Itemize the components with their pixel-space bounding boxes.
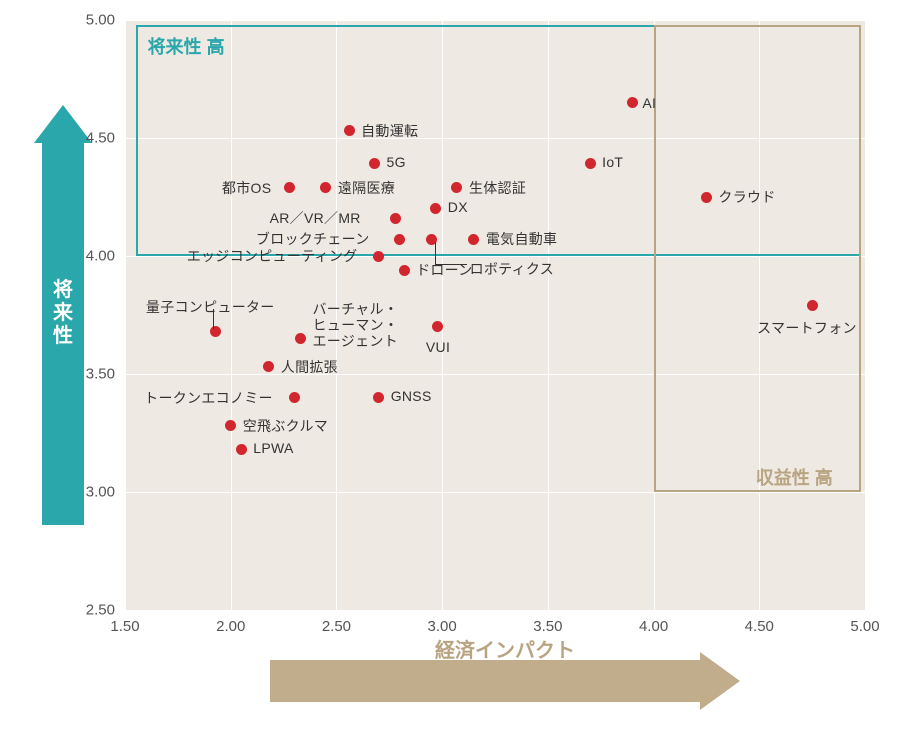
y-tick-label: 2.50 — [86, 602, 115, 619]
x-tick-label: 3.50 — [533, 618, 562, 635]
data-point — [344, 125, 355, 136]
data-label: ドローン — [416, 260, 473, 280]
x-tick-label: 5.00 — [850, 618, 879, 635]
plot-area: 将来性 高収益性 高 AI 自動運転 5G IoT 都市OS 遠隔医療 生体認証 クラウド DX A… — [125, 20, 865, 610]
data-label: 遠隔医療 — [338, 178, 395, 198]
gridline-h — [125, 492, 865, 493]
data-point — [390, 213, 401, 224]
data-point — [373, 251, 384, 262]
data-label: GNSS — [391, 388, 432, 404]
x-axis-arrow — [270, 660, 740, 710]
region-label-future-high: 将来性 高 — [148, 33, 225, 59]
y-tick-label: 3.50 — [86, 366, 115, 383]
data-label: 量子コンピューター — [146, 297, 275, 317]
data-label: VUI — [426, 339, 450, 355]
x-tick-label: 2.00 — [216, 618, 245, 635]
x-tick-label: 4.00 — [639, 618, 668, 635]
data-point — [263, 361, 274, 372]
x-tick-label: 4.50 — [745, 618, 774, 635]
data-label: 自動運転 — [361, 121, 418, 141]
data-point — [236, 444, 247, 455]
x-tick-label: 1.50 — [110, 618, 139, 635]
data-label: トークンエコノミー — [144, 388, 273, 408]
data-point — [807, 300, 818, 311]
y-axis-arrow: 将来性 — [42, 105, 92, 525]
data-point — [399, 265, 410, 276]
data-label: スマートフォン — [757, 318, 857, 338]
data-label: バーチャル・ヒューマン・エージェント — [312, 301, 398, 349]
data-label: クラウド — [718, 187, 775, 207]
y-axis-label: 将来性 — [52, 279, 74, 348]
data-point — [373, 392, 384, 403]
y-tick-label: 3.00 — [86, 484, 115, 501]
gridline-v — [125, 20, 126, 610]
region-label-profit-high: 収益性 高 — [756, 464, 833, 490]
y-tick-label: 4.50 — [86, 130, 115, 147]
data-label: 電気自動車 — [486, 229, 558, 249]
gridline-h — [125, 610, 865, 611]
data-label: IoT — [602, 154, 623, 170]
data-label: AI — [642, 95, 656, 111]
gridline-h — [125, 20, 865, 21]
data-point — [627, 97, 638, 108]
data-label: DX — [448, 199, 468, 215]
region-profit-high — [654, 25, 861, 492]
data-label: 5G — [386, 154, 405, 170]
plot-inner: 将来性 高収益性 高 AI 自動運転 5G IoT 都市OS 遠隔医療 生体認証 クラウド DX A… — [125, 20, 865, 610]
data-label: 都市OS — [222, 178, 271, 198]
x-axis-label: 経済インパクト — [435, 634, 575, 663]
data-point — [225, 420, 236, 431]
data-label: LPWA — [253, 440, 293, 456]
y-tick-label: 4.00 — [86, 248, 115, 265]
y-tick-label: 5.00 — [86, 12, 115, 29]
data-label: AR／VR／MR — [270, 208, 361, 228]
data-label: ロボティクス — [470, 259, 555, 279]
data-point — [295, 333, 306, 344]
data-label: 人間拡張 — [281, 357, 338, 377]
data-label: 空飛ぶクルマ — [243, 416, 328, 436]
x-tick-label: 2.50 — [322, 618, 351, 635]
data-point — [701, 192, 712, 203]
data-label: エッジコンピューティング — [187, 246, 358, 266]
data-point — [289, 392, 300, 403]
data-label: 生体認証 — [469, 178, 526, 198]
gridline-v — [865, 20, 866, 610]
x-tick-label: 3.00 — [428, 618, 457, 635]
leader-line — [213, 309, 214, 329]
chart-stage: 将来性 将来性 高収益性 高 AI 自動運転 5G IoT 都市OS 遠隔医療 生体認証 クラウ… — [0, 0, 900, 735]
